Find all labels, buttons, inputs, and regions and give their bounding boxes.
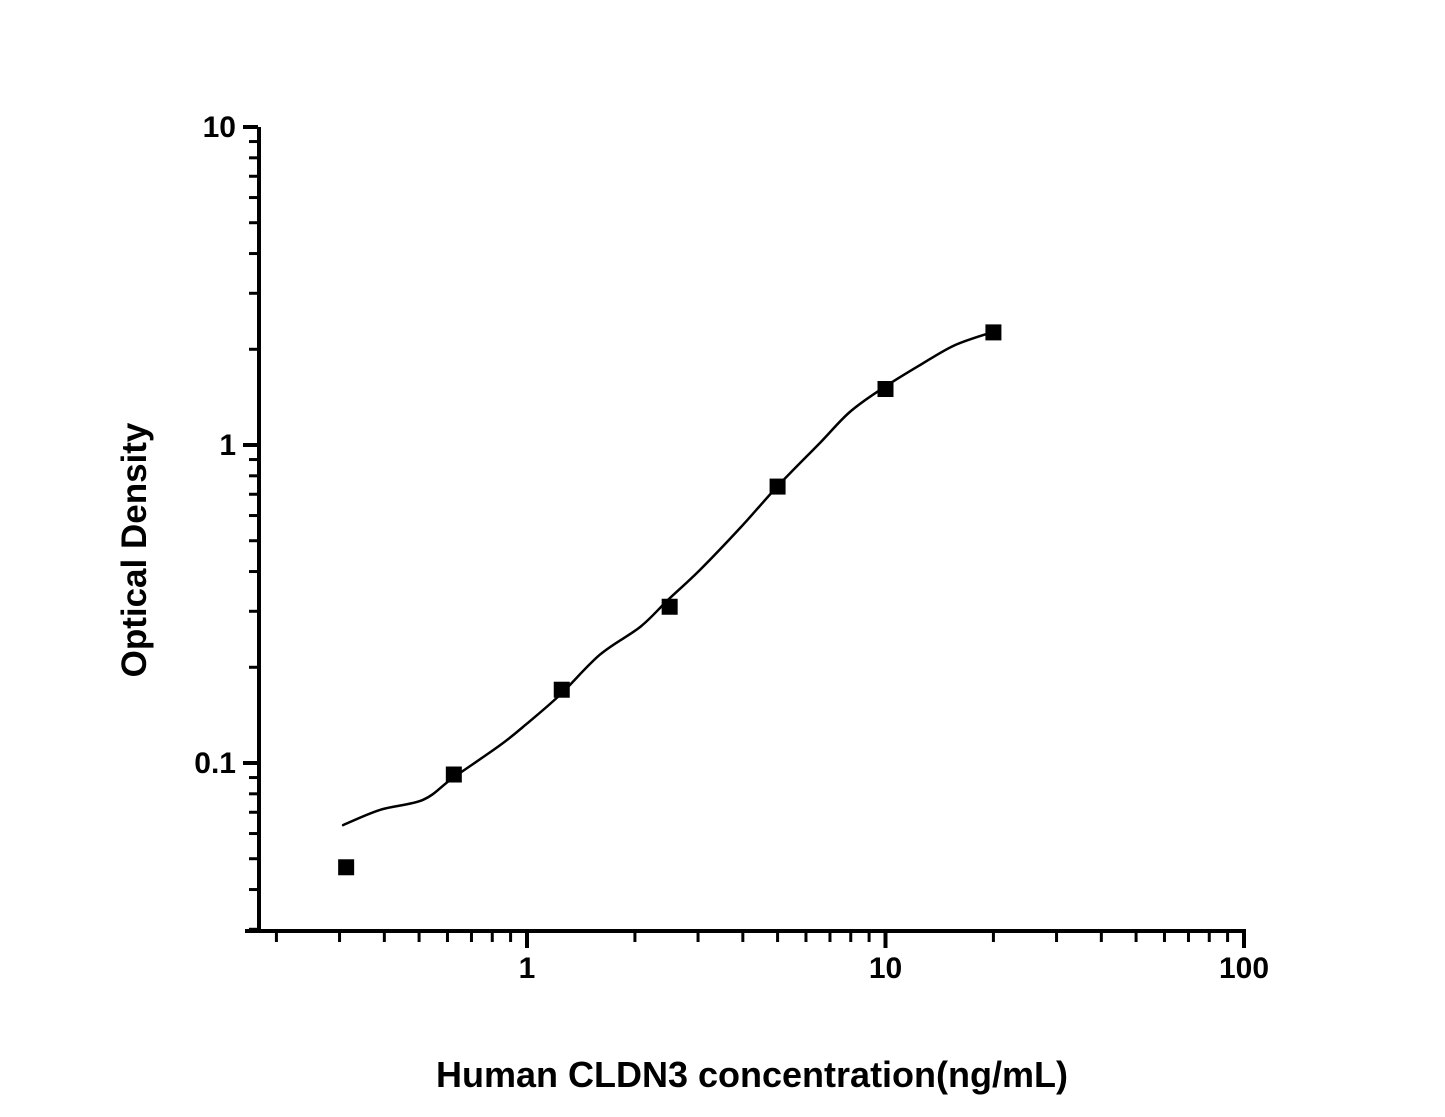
x-tick-label: 1 bbox=[519, 952, 536, 985]
data-point-marker bbox=[553, 681, 570, 698]
y-axis-title: Optical Density bbox=[115, 422, 154, 678]
fit-curve bbox=[341, 330, 994, 827]
data-point-marker bbox=[877, 381, 894, 398]
data-point-marker bbox=[769, 478, 786, 495]
data-point-marker bbox=[445, 766, 462, 783]
data-point-marker bbox=[338, 859, 355, 876]
x-tick-label: 100 bbox=[1219, 952, 1269, 985]
y-tick-label: 0.1 bbox=[194, 747, 236, 780]
y-tick-label: 1 bbox=[219, 429, 236, 462]
data-point-marker bbox=[985, 324, 1002, 341]
x-tick-label: 10 bbox=[869, 952, 902, 985]
y-tick-label: 10 bbox=[203, 111, 236, 144]
x-axis-title: Human CLDN3 concentration(ng/mL) bbox=[435, 1054, 1069, 1095]
data-point-marker bbox=[661, 598, 678, 615]
